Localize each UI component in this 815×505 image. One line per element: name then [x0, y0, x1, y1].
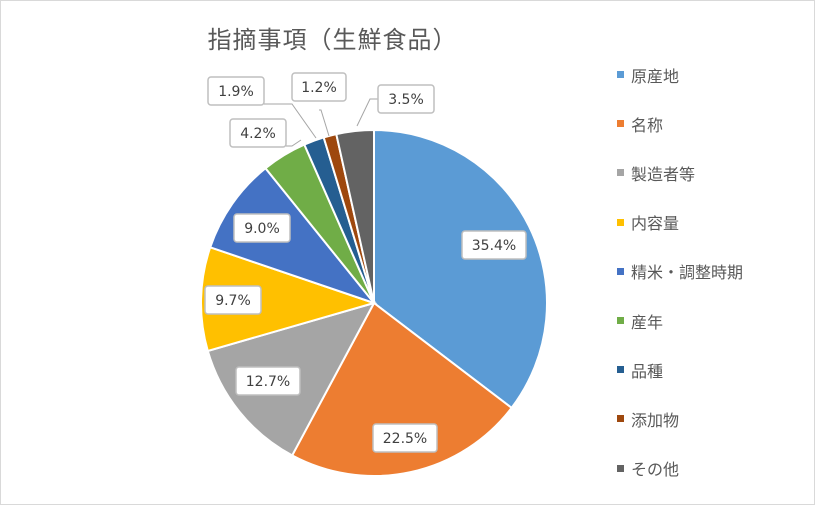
data-label-text: 9.7% [215, 293, 251, 309]
legend-swatch [617, 218, 624, 226]
data-label: 1.9% [207, 76, 265, 106]
data-label: 35.4% [461, 230, 527, 260]
legend-item: その他 [608, 444, 808, 493]
pie-slices [200, 128, 548, 478]
legend-label: 添加物 [631, 410, 680, 430]
data-label: 3.5% [377, 84, 435, 114]
leader-line [286, 139, 302, 147]
data-label: 9.0% [233, 213, 291, 243]
data-label-box [372, 423, 438, 453]
leader-line [264, 103, 317, 139]
legend-label: 精米・調整時期 [631, 263, 744, 283]
pie-slice [200, 246, 378, 353]
data-label-text: 4.2% [240, 126, 276, 142]
data-label-box [377, 84, 435, 114]
data-label-box [461, 230, 527, 260]
chart-title: 指摘事項（生鮮食品） [207, 26, 458, 54]
legend-label: 原産地 [631, 66, 680, 86]
legend-item: 原産地 [608, 50, 808, 99]
data-label-text: 12.7% [246, 374, 290, 390]
legend-item: 添加物 [608, 394, 808, 443]
data-labels: 35.4% 22.5% 12.7% 9.7% 9.0% 4.2% 1.9% 1.2% 3.5% [204, 72, 527, 453]
data-label: 4.2% [229, 118, 287, 148]
legend-label: 内容量 [631, 214, 680, 234]
legend-swatch [617, 464, 624, 472]
legend-swatch [617, 169, 624, 177]
legend-label: その他 [631, 460, 680, 480]
data-label-box [207, 76, 265, 106]
data-label: 22.5% [372, 423, 438, 453]
data-label-box [229, 118, 287, 148]
pie-slice [335, 128, 375, 304]
legend: 原産地名称製造者等内容量精米・調整時期 産年品種添加物その他 [608, 50, 808, 493]
pie-slice [373, 128, 548, 410]
legend-item: 内容量 [608, 198, 808, 247]
pie-slice [290, 301, 513, 478]
data-label-box [235, 366, 301, 396]
legend-swatch [617, 366, 624, 374]
legend-item: 精米・調整時期 [608, 247, 808, 296]
legend-swatch [617, 120, 624, 128]
data-label-box [204, 285, 262, 315]
data-label-box [291, 72, 347, 102]
legend-label: 製造者等 [631, 164, 696, 184]
legend-item: 産年 [608, 296, 808, 345]
pie-slice [208, 166, 377, 306]
leader-lines [264, 98, 378, 147]
data-label-text: 35.4% [472, 238, 516, 254]
data-label-text: 1.9% [218, 84, 254, 100]
leader-line [319, 109, 330, 137]
data-label: 1.2% [291, 72, 347, 102]
data-label: 12.7% [235, 366, 301, 396]
leader-line [356, 98, 378, 127]
legend-item: 製造者等 [608, 148, 808, 197]
legend-label: 産年 [631, 312, 664, 332]
legend-swatch [617, 267, 624, 275]
legend-item: 名称 [608, 99, 808, 148]
data-label-text: 22.5% [383, 431, 427, 447]
data-label-text: 3.5% [388, 92, 424, 108]
legend-swatch [617, 71, 624, 79]
data-label-text: 1.2% [301, 80, 337, 96]
legend-item: 品種 [608, 345, 808, 394]
legend-label: 名称 [631, 115, 664, 135]
legend-label: 品種 [631, 361, 664, 381]
legend-swatch [617, 317, 624, 325]
data-label-text: 9.0% [244, 221, 280, 237]
data-label: 9.7% [204, 285, 262, 315]
data-label-box [233, 213, 291, 243]
legend-swatch [617, 415, 624, 423]
